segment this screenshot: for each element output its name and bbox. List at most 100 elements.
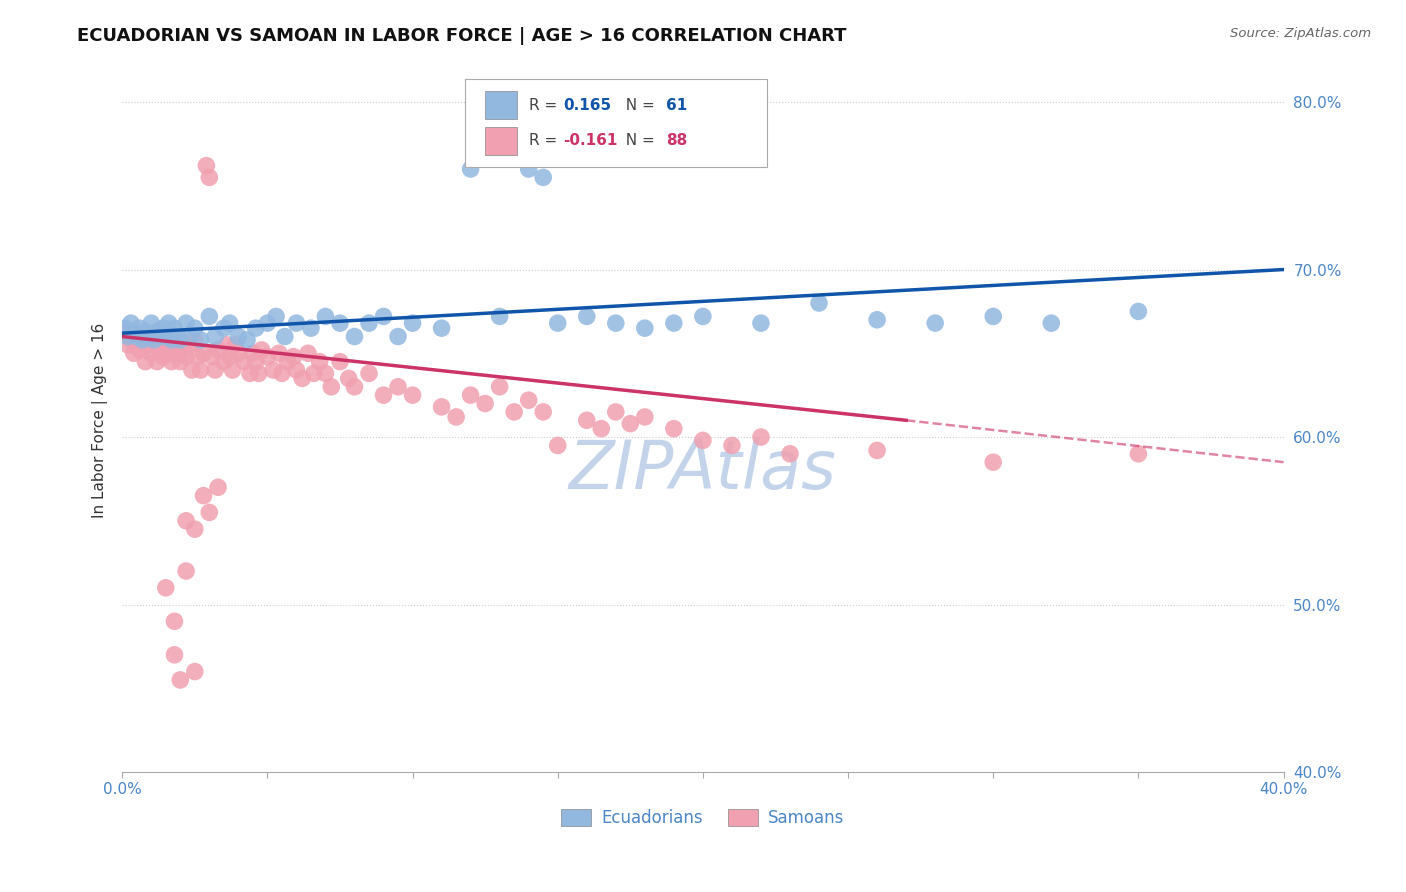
Text: N =: N = xyxy=(616,134,659,148)
Point xyxy=(264,310,287,324)
Point xyxy=(117,338,139,352)
Point xyxy=(285,363,308,377)
Point xyxy=(488,380,510,394)
Point xyxy=(174,564,197,578)
FancyBboxPatch shape xyxy=(485,127,517,155)
Point xyxy=(242,346,264,360)
Point xyxy=(120,333,142,347)
Point xyxy=(721,438,744,452)
Text: ZIPAtlas: ZIPAtlas xyxy=(569,436,837,502)
Point xyxy=(460,388,482,402)
Point xyxy=(343,380,366,394)
Point xyxy=(387,329,409,343)
Point xyxy=(283,350,305,364)
Point xyxy=(474,396,496,410)
Point xyxy=(177,338,200,352)
Point xyxy=(128,321,150,335)
Point xyxy=(141,316,163,330)
Point xyxy=(329,316,352,330)
Point xyxy=(166,346,188,360)
Point xyxy=(169,354,191,368)
Point xyxy=(302,367,325,381)
Point xyxy=(373,310,395,324)
Point xyxy=(299,321,322,335)
Point xyxy=(239,367,262,381)
Point xyxy=(138,329,160,343)
Point xyxy=(143,333,166,347)
Point xyxy=(866,312,889,326)
Point xyxy=(184,333,207,347)
Point xyxy=(155,581,177,595)
Point xyxy=(575,310,598,324)
Point xyxy=(314,367,336,381)
Point xyxy=(692,310,714,324)
Point xyxy=(517,393,540,408)
Point xyxy=(152,321,174,335)
Text: N =: N = xyxy=(616,97,659,112)
Y-axis label: In Labor Force | Age > 16: In Labor Force | Age > 16 xyxy=(93,323,108,518)
Point xyxy=(357,316,380,330)
Point xyxy=(212,354,235,368)
Text: 88: 88 xyxy=(665,134,688,148)
Point xyxy=(256,316,278,330)
Point xyxy=(329,354,352,368)
Point xyxy=(245,354,267,368)
Point xyxy=(575,413,598,427)
Point xyxy=(120,316,142,330)
Point xyxy=(531,405,554,419)
Point xyxy=(233,354,256,368)
Point xyxy=(262,363,284,377)
Point xyxy=(314,310,336,324)
Text: ECUADORIAN VS SAMOAN IN LABOR FORCE | AGE > 16 CORRELATION CHART: ECUADORIAN VS SAMOAN IN LABOR FORCE | AG… xyxy=(77,27,846,45)
Point xyxy=(169,673,191,687)
Point xyxy=(591,422,613,436)
Point xyxy=(619,417,641,431)
Point xyxy=(149,343,172,357)
Point xyxy=(236,333,259,347)
Text: -0.161: -0.161 xyxy=(564,134,617,148)
Text: 0.165: 0.165 xyxy=(564,97,612,112)
Point xyxy=(125,329,148,343)
Point xyxy=(128,343,150,357)
Point xyxy=(198,505,221,519)
Point xyxy=(460,161,482,176)
Point xyxy=(193,346,215,360)
FancyBboxPatch shape xyxy=(485,91,517,120)
Point xyxy=(207,343,229,357)
Point xyxy=(163,333,186,347)
Point xyxy=(503,405,526,419)
Point xyxy=(146,325,169,339)
Point xyxy=(174,514,197,528)
Point xyxy=(157,346,180,360)
Point xyxy=(163,648,186,662)
Point xyxy=(981,455,1004,469)
Point xyxy=(193,489,215,503)
Text: R =: R = xyxy=(529,97,562,112)
Point xyxy=(190,363,212,377)
Point xyxy=(634,321,657,335)
Point xyxy=(190,333,212,347)
Point xyxy=(174,316,197,330)
Point xyxy=(228,346,250,360)
Point xyxy=(373,388,395,402)
Point xyxy=(749,430,772,444)
Point xyxy=(174,350,197,364)
Text: 61: 61 xyxy=(665,97,688,112)
Point xyxy=(201,350,224,364)
Point xyxy=(662,422,685,436)
Point xyxy=(138,338,160,352)
Point xyxy=(218,316,240,330)
Legend: Ecuadorians, Samoans: Ecuadorians, Samoans xyxy=(555,803,851,834)
Point xyxy=(155,329,177,343)
Point xyxy=(218,350,240,364)
Point xyxy=(224,338,246,352)
Point xyxy=(662,316,685,330)
Point xyxy=(267,346,290,360)
Point xyxy=(531,170,554,185)
Point xyxy=(357,367,380,381)
Point xyxy=(163,615,186,629)
Point xyxy=(277,354,299,368)
Point xyxy=(134,325,156,339)
Point xyxy=(131,333,153,347)
Text: R =: R = xyxy=(529,134,562,148)
